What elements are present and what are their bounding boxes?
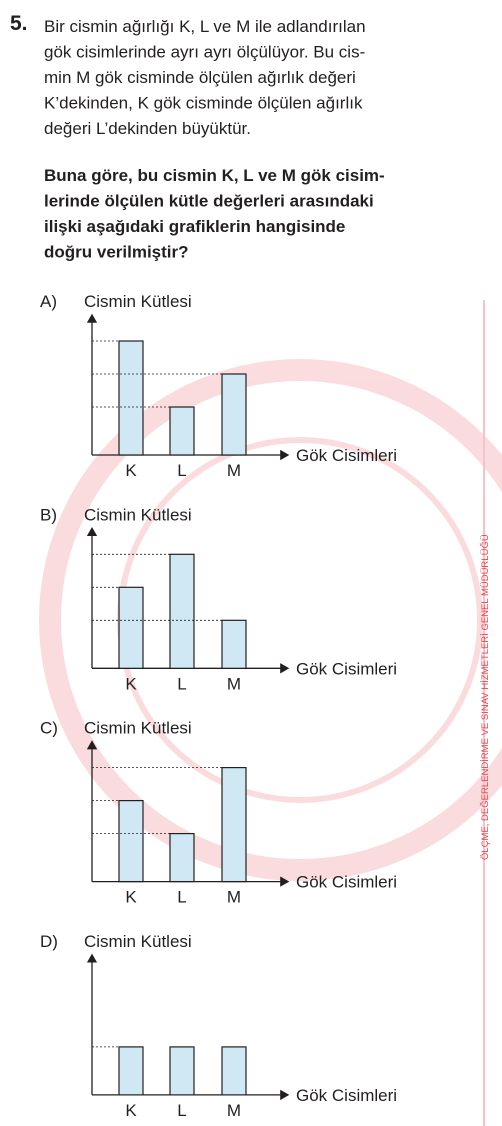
bar [118,799,144,883]
category-label: K [125,674,137,693]
category-label: M [227,1101,241,1120]
question-prompt: lerinde ölçülen kütle değerleri arasında… [44,192,374,211]
x-axis-label: Gök Cisimleri [296,659,397,678]
category-label: K [125,1101,137,1120]
bar [118,586,144,669]
bar [169,832,195,883]
question-prompt: ilişki aşağıdaki grafiklerin hangisinde [44,217,345,236]
category-label: L [177,1101,186,1120]
x-axis-label: Gök Cisimleri [296,446,397,465]
category-label: L [177,461,186,480]
question-line: K’dekinden, K gök cisminde ölçülen ağırl… [44,94,363,113]
y-axis-label: Cismin Kütlesi [84,719,192,738]
bar [221,373,247,456]
question-prompt: doğru verilmiştir? [44,243,189,262]
y-axis-label: Cismin Kütlesi [84,932,192,951]
option-label: D) [40,932,58,951]
y-axis-label: Cismin Kütlesi [84,292,192,311]
bar [221,619,247,669]
side-text: ÖLÇME, DEĞERLENDİRME VE SINAV HİZMETLERİ… [480,534,491,860]
question-line: Bir cismin ağırlığı K, L ve M ile adland… [44,17,366,36]
category-label: M [227,674,241,693]
category-label: L [177,888,186,907]
bar [221,1046,247,1096]
option-label: A) [40,292,57,311]
question-line: min M gök cisminde ölçülen ağırlık değer… [44,68,356,87]
category-label: K [125,461,137,480]
option-label: B) [40,505,57,524]
category-label: K [125,888,137,907]
category-label: M [227,888,241,907]
bar [169,1046,195,1096]
y-axis-label: Cismin Kütlesi [84,505,192,524]
bar [169,406,195,456]
bar [169,553,195,669]
question-prompt: Buna göre, bu cismin K, L ve M gök cisim… [44,166,385,185]
question-line: gök cisimlerinde ayrı ayrı ölçülüyor. Bu… [44,43,365,62]
bar [118,340,144,456]
category-label: M [227,461,241,480]
option-label: C) [40,719,58,738]
question-line: değeri L’dekinden büyüktür. [44,119,251,138]
x-axis-label: Gök Cisimleri [296,1086,397,1105]
bar [221,766,247,883]
x-axis-label: Gök Cisimleri [296,873,397,892]
bar [118,1046,144,1096]
category-label: L [177,674,186,693]
question-number: 5. [10,12,28,35]
